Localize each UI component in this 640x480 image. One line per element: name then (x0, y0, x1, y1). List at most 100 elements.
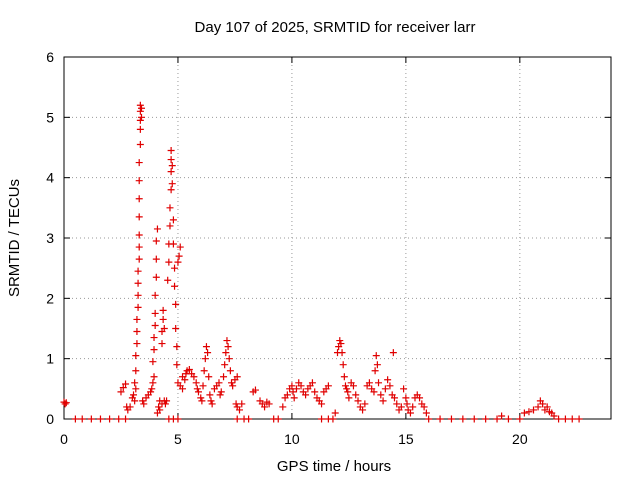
data-point (482, 415, 490, 423)
data-point (340, 373, 348, 381)
data-point (136, 101, 144, 109)
data-point (150, 373, 158, 381)
data-point (78, 415, 86, 423)
data-point (400, 385, 408, 393)
data-point (201, 355, 209, 363)
data-point (179, 385, 187, 393)
data-point (194, 388, 202, 396)
y-tick-label: 5 (46, 109, 54, 125)
data-point (365, 379, 373, 387)
data-point (228, 379, 236, 387)
data-point (308, 379, 316, 387)
data-point (150, 334, 158, 342)
data-point (134, 267, 142, 275)
y-tick-label: 4 (46, 170, 54, 186)
data-point (181, 376, 189, 384)
y-tick-label: 3 (46, 230, 54, 246)
data-point (190, 373, 198, 381)
data-point (205, 373, 213, 381)
x-tick-label: 0 (60, 431, 68, 447)
data-point (379, 397, 387, 405)
data-point (200, 367, 208, 375)
data-point (381, 385, 389, 393)
data-point (132, 352, 140, 360)
data-point (61, 400, 69, 408)
data-point (516, 415, 524, 423)
data-point (130, 391, 138, 399)
data-point (550, 412, 558, 420)
y-tick-label: 1 (46, 351, 54, 367)
data-point (131, 379, 139, 387)
x-tick-label: 10 (284, 431, 300, 447)
data-point (292, 385, 300, 393)
data-point (436, 415, 444, 423)
data-point (169, 216, 177, 224)
data-point (470, 415, 478, 423)
chart-title: Day 107 of 2025, SRMTID for receiver lar… (195, 19, 476, 36)
data-point (192, 379, 200, 387)
data-point (135, 231, 143, 239)
x-tick-label: 20 (512, 431, 528, 447)
data-point (403, 400, 411, 408)
data-point (199, 382, 207, 390)
data-point (198, 397, 206, 405)
data-point (420, 403, 428, 411)
data-point (290, 394, 298, 402)
data-point (119, 384, 127, 392)
data-point (115, 415, 123, 423)
data-point (171, 282, 179, 290)
data-point (371, 367, 379, 375)
data-point (197, 394, 205, 402)
data-point (173, 361, 181, 369)
data-point (167, 147, 175, 155)
data-point (148, 385, 156, 393)
data-point (206, 391, 214, 399)
data-point (172, 325, 180, 332)
data-point (87, 415, 95, 423)
data-point (167, 168, 175, 176)
data-point (96, 415, 104, 423)
data-point (402, 394, 410, 402)
data-point (331, 409, 339, 417)
data-point (216, 391, 224, 399)
data-point (135, 177, 143, 185)
data-point (135, 213, 143, 221)
data-point (160, 325, 168, 332)
tick-layer: 0 1 2 3 4 5 6 0 5 10 15 20 (46, 49, 611, 447)
data-point (233, 373, 241, 381)
data-point (159, 315, 167, 323)
data-point (137, 113, 145, 121)
data-point (168, 180, 176, 188)
data-point (274, 415, 282, 423)
data-point (233, 415, 241, 423)
data-point (152, 237, 160, 245)
data-point (158, 340, 166, 348)
data-point (175, 252, 183, 260)
data-point (416, 394, 424, 402)
data-point (447, 415, 455, 423)
data-point (156, 406, 164, 414)
data-point (176, 243, 184, 251)
data-point (172, 300, 180, 308)
data-point (352, 391, 360, 399)
data-point (341, 382, 349, 390)
data-point (153, 225, 161, 233)
data-point (345, 394, 353, 402)
data-point (389, 349, 397, 357)
data-point (575, 415, 583, 423)
data-point (169, 240, 177, 248)
data-point (390, 394, 398, 402)
data-point (217, 388, 225, 396)
data-point (311, 388, 319, 396)
data-point (221, 361, 229, 369)
data-point (318, 400, 326, 408)
data-point (204, 349, 212, 357)
data-point (151, 321, 159, 329)
data-point (493, 415, 501, 423)
data-point (161, 400, 169, 408)
data-point (137, 104, 145, 112)
data-point (150, 346, 158, 354)
data-point (406, 409, 414, 417)
data-point (163, 397, 171, 405)
data-point (152, 273, 160, 281)
